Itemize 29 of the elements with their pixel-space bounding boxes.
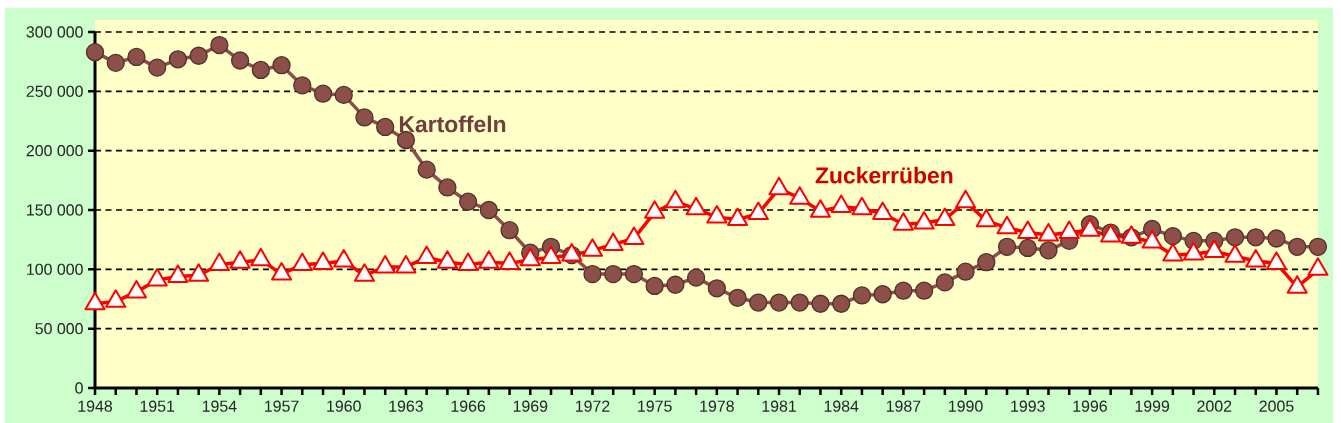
x-tick-label: 1951 [140,400,175,412]
x-tick-label: 1981 [762,400,796,412]
x-tick-label: 1984 [824,400,859,412]
y-tick-label: 0 [75,382,83,394]
x-tick-label: 1996 [1073,400,1107,412]
x-tick-label: 1978 [700,400,734,412]
x-tick-label: 1948 [78,400,113,412]
y-tick-label: 250 000 [26,85,83,97]
x-tick-label: 1954 [202,400,237,412]
y-tick-label: 300 000 [26,26,83,38]
x-tick-label: 1990 [949,400,983,412]
x-tick-label: 1957 [265,400,299,412]
series-label: Zuckerrüben [815,166,953,184]
y-tick-label: 150 000 [27,204,83,216]
y-tick-label: 50 000 [35,323,83,335]
x-tick-label: 1987 [886,400,921,412]
x-tick-label: 1963 [389,400,423,412]
x-tick-label: 1966 [451,400,486,412]
x-tick-label: 2002 [1197,400,1232,412]
x-tick-label: 1960 [327,400,361,412]
x-tick-label: 2005 [1259,400,1294,412]
x-tick-label: 1969 [513,400,548,412]
x-tick-label: 1972 [575,400,610,412]
x-tick-label: 1999 [1135,400,1170,412]
series-label: Kartoffeln [399,115,506,133]
x-tick-label: 1993 [1011,400,1045,412]
y-tick-label: 100 000 [27,263,83,275]
x-tick-label: 1975 [638,400,672,412]
y-tick-label: 200 000 [26,145,83,157]
